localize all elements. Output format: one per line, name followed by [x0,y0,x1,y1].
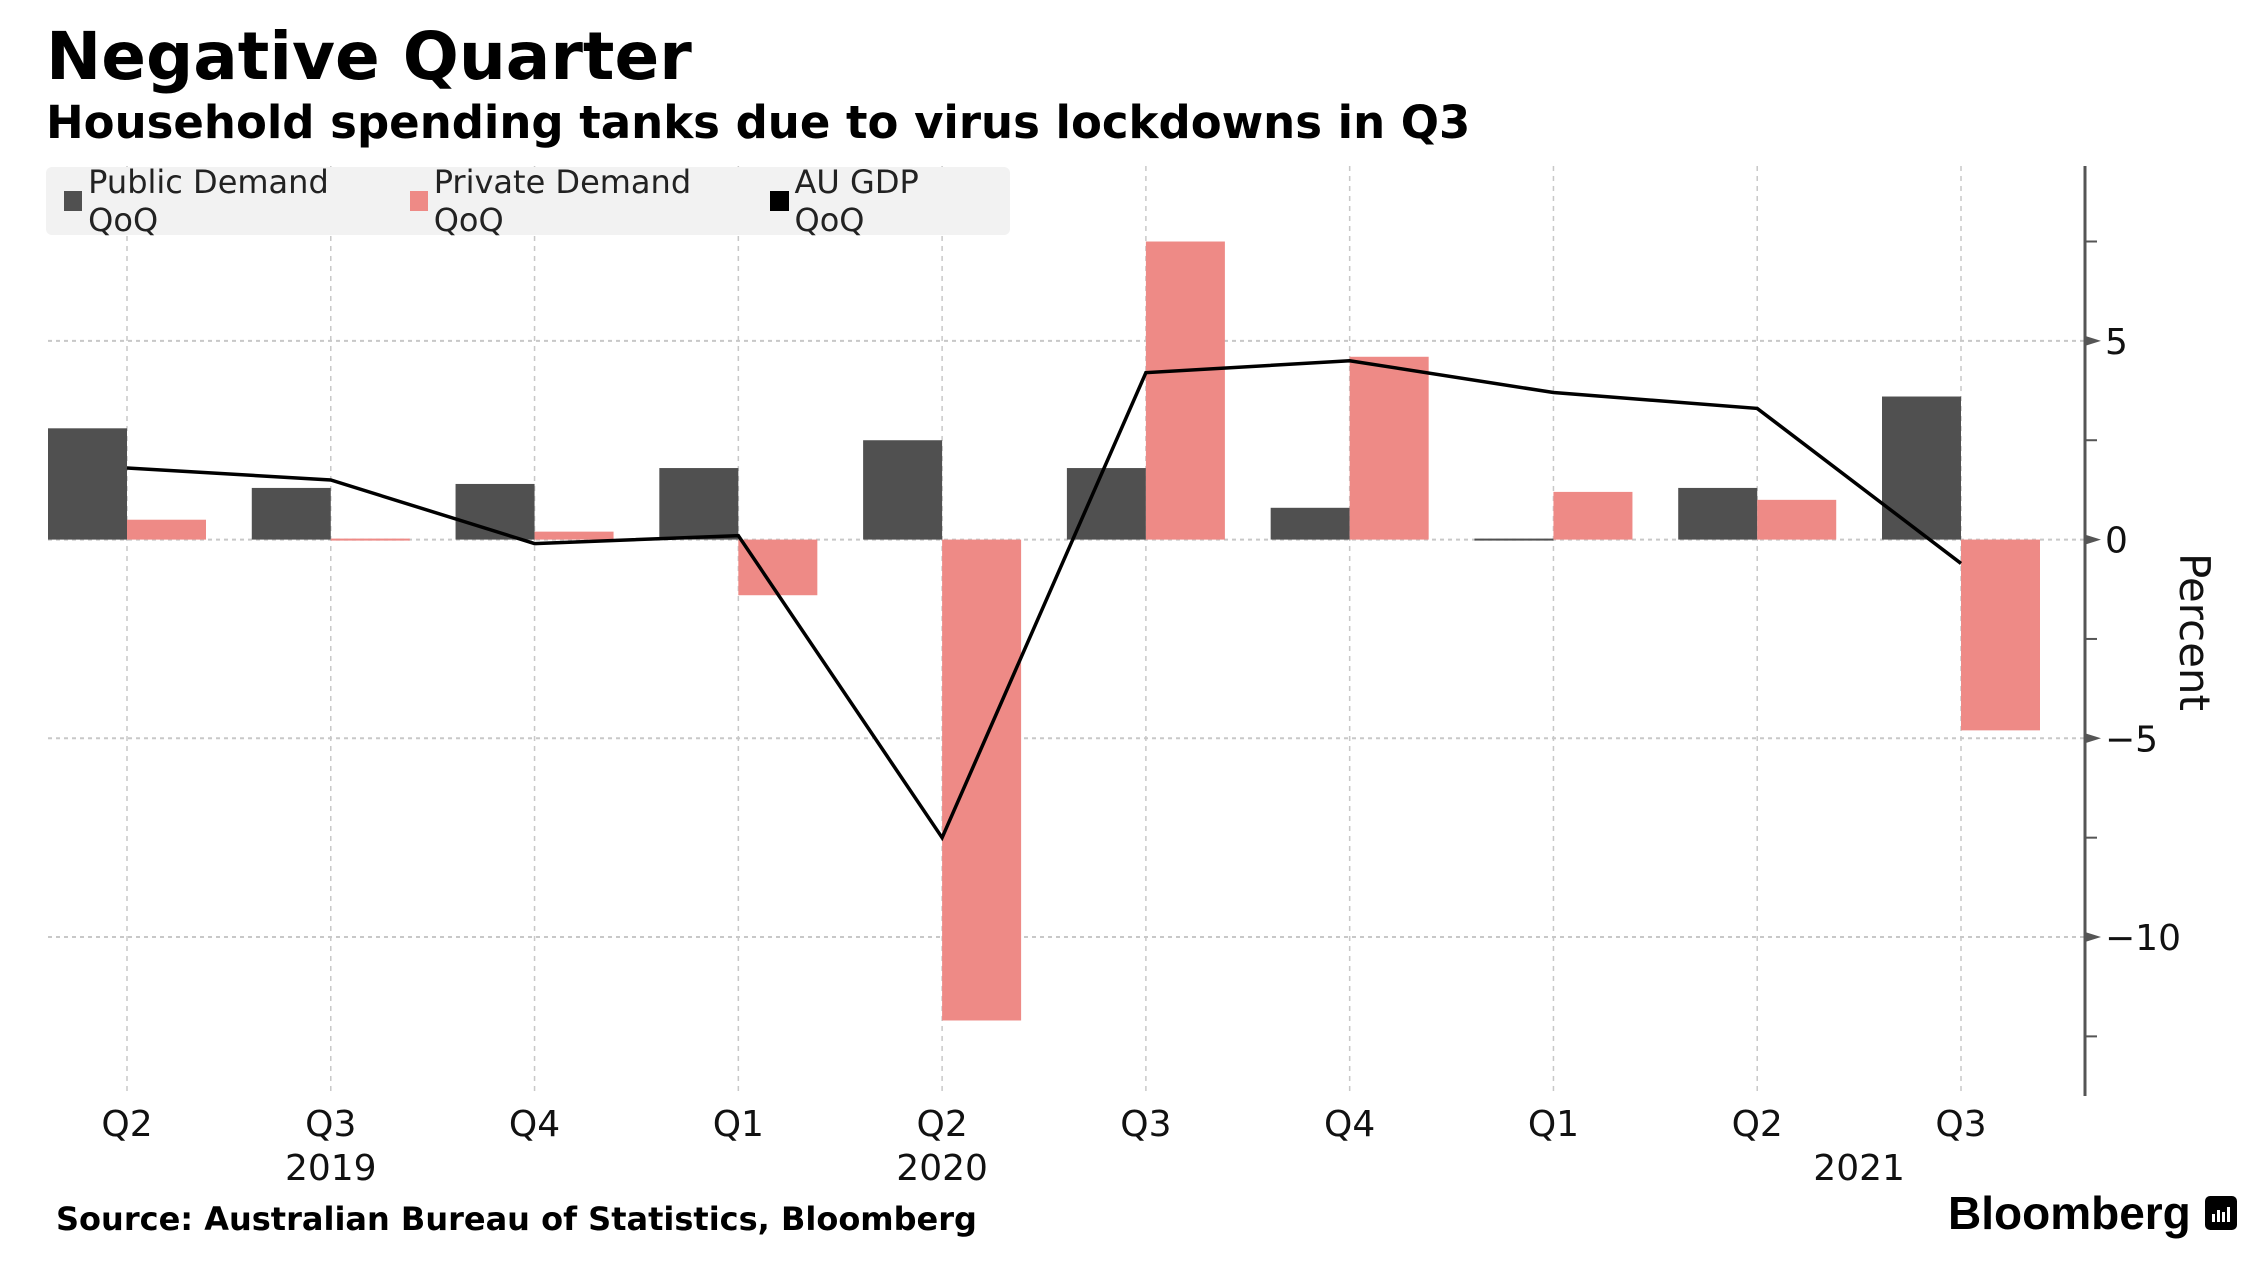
x-tick-label: Q4 [509,1104,560,1145]
private-demand-bar [942,539,1022,1021]
private-demand-bar [330,538,410,541]
legend-item-private[interactable]: Private Demand QoQ [409,163,741,239]
public-demand-bar [1882,396,1961,540]
x-tick-label: Q1 [1528,1104,1579,1145]
private-demand-bar [1553,491,1633,540]
brand-name: Bloomberg [1948,1187,2191,1239]
y-tick-major [2085,733,2101,744]
public-demand-bar [48,428,127,540]
private-demand-bar [1961,539,2040,731]
x-tick-label: Q3 [305,1104,356,1145]
x-year-label: 2020 [896,1148,988,1189]
legend-item-public[interactable]: Public Demand QoQ [64,163,380,239]
private-demand-bar [1757,499,1837,540]
x-year-label: 2019 [285,1148,377,1189]
y-tick-major [2085,534,2101,545]
legend-label-private: Private Demand QoQ [433,163,692,239]
y-tick-label: −10 [2105,918,2181,959]
y-axis: 5 0 −5 −10 [2083,166,2181,1096]
public-demand-bar [1270,507,1350,540]
y-tick-label: 5 [2105,322,2128,363]
gdp-line-layer [126,358,1963,842]
y-tick-major [2085,335,2101,346]
x-year-label: 2021 [1813,1148,1905,1189]
legend-item-gdp[interactable]: AU GDP QoQ [770,163,980,239]
x-tick-label: Q2 [101,1104,152,1145]
public-demand-bar [863,440,943,540]
y-axis-title: Percent [2170,553,2219,711]
legend: Public Demand QoQ Private Demand QoQ AU … [46,163,1010,239]
x-tick-label: Q2 [916,1104,967,1145]
public-demand-bar [251,487,331,540]
private-demand-bar [534,531,614,540]
x-tick-label: Q3 [1935,1104,1986,1145]
y-tick-label: 0 [2105,521,2128,562]
bars [48,241,2040,1021]
private-demand-bar [1349,356,1429,540]
private-demand-bar [738,539,818,596]
bloomberg-logo: Bloomberg [1948,1186,2237,1240]
public-demand-bar [659,468,739,540]
private-demand-bar [1145,241,1225,540]
legend-swatch-public [64,191,83,211]
x-tick-label: Q3 [1120,1104,1171,1145]
public-demand-bar [1678,487,1758,540]
private-demand-bar [127,519,206,540]
chart-title: Negative Quarter [46,18,692,95]
chart-subtitle: Household spending tanks due to virus lo… [46,96,1471,149]
gdp-line [126,358,1963,842]
x-tick-label: Q1 [713,1104,764,1145]
legend-label-gdp: AU GDP QoQ [794,163,919,239]
source-note: Source: Australian Bureau of Statistics,… [56,1200,977,1238]
legend-swatch-private [409,191,428,211]
y-tick-label: −5 [2105,719,2158,760]
legend-swatch-gdp [770,191,789,211]
public-demand-bar [1474,538,1554,541]
legend-label-public: Public Demand QoQ [88,163,329,239]
gridlines [48,166,2085,1096]
y-tick-major [2085,932,2101,943]
public-demand-bar [1066,468,1146,540]
x-tick-label: Q4 [1324,1104,1375,1145]
bloomberg-chart-icon [2204,1196,2237,1230]
x-tick-label: Q2 [1732,1104,1783,1145]
